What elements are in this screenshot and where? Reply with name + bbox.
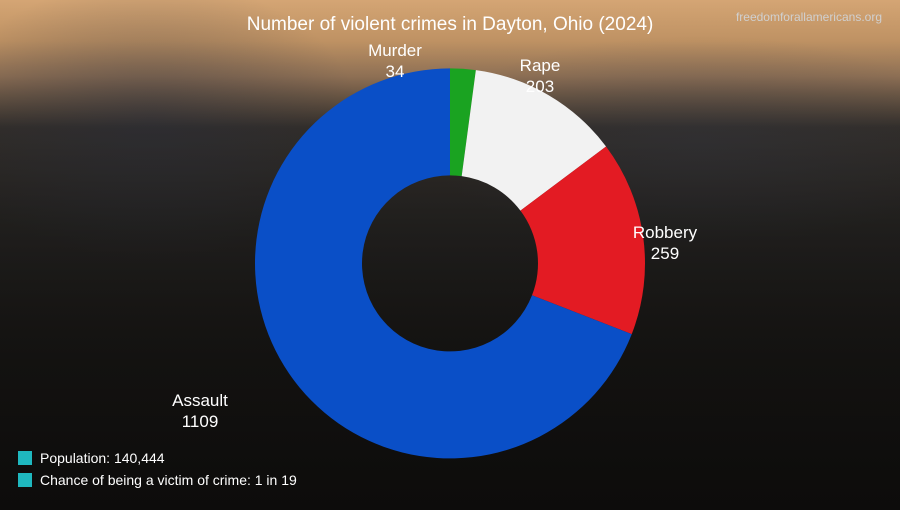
donut-chart (240, 53, 660, 473)
legend: Population: 140,444 Chance of being a vi… (18, 444, 297, 488)
slice-label-value: 1109 (172, 411, 228, 432)
slice-label-name: Assault (172, 391, 228, 410)
slice-label-robbery: Robbery259 (633, 222, 697, 265)
slice-label-value: 259 (633, 243, 697, 264)
slice-label-rape: Rape203 (520, 55, 561, 98)
attribution-text: freedomforallamericans.org (736, 10, 882, 24)
slice-label-name: Robbery (633, 223, 697, 242)
slice-label-murder: Murder34 (368, 40, 422, 83)
slice-label-name: Murder (368, 41, 422, 60)
legend-item-crime-chance: Chance of being a victim of crime: 1 in … (18, 472, 297, 488)
donut-svg (240, 53, 660, 473)
legend-text: Population: 140,444 (40, 450, 165, 466)
legend-text: Chance of being a victim of crime: 1 in … (40, 472, 297, 488)
slice-label-assault: Assault1109 (172, 390, 228, 433)
slice-label-name: Rape (520, 56, 561, 75)
slice-label-value: 203 (520, 76, 561, 97)
legend-swatch (18, 451, 32, 465)
legend-item-population: Population: 140,444 (18, 450, 297, 466)
legend-swatch (18, 473, 32, 487)
slice-label-value: 34 (368, 61, 422, 82)
